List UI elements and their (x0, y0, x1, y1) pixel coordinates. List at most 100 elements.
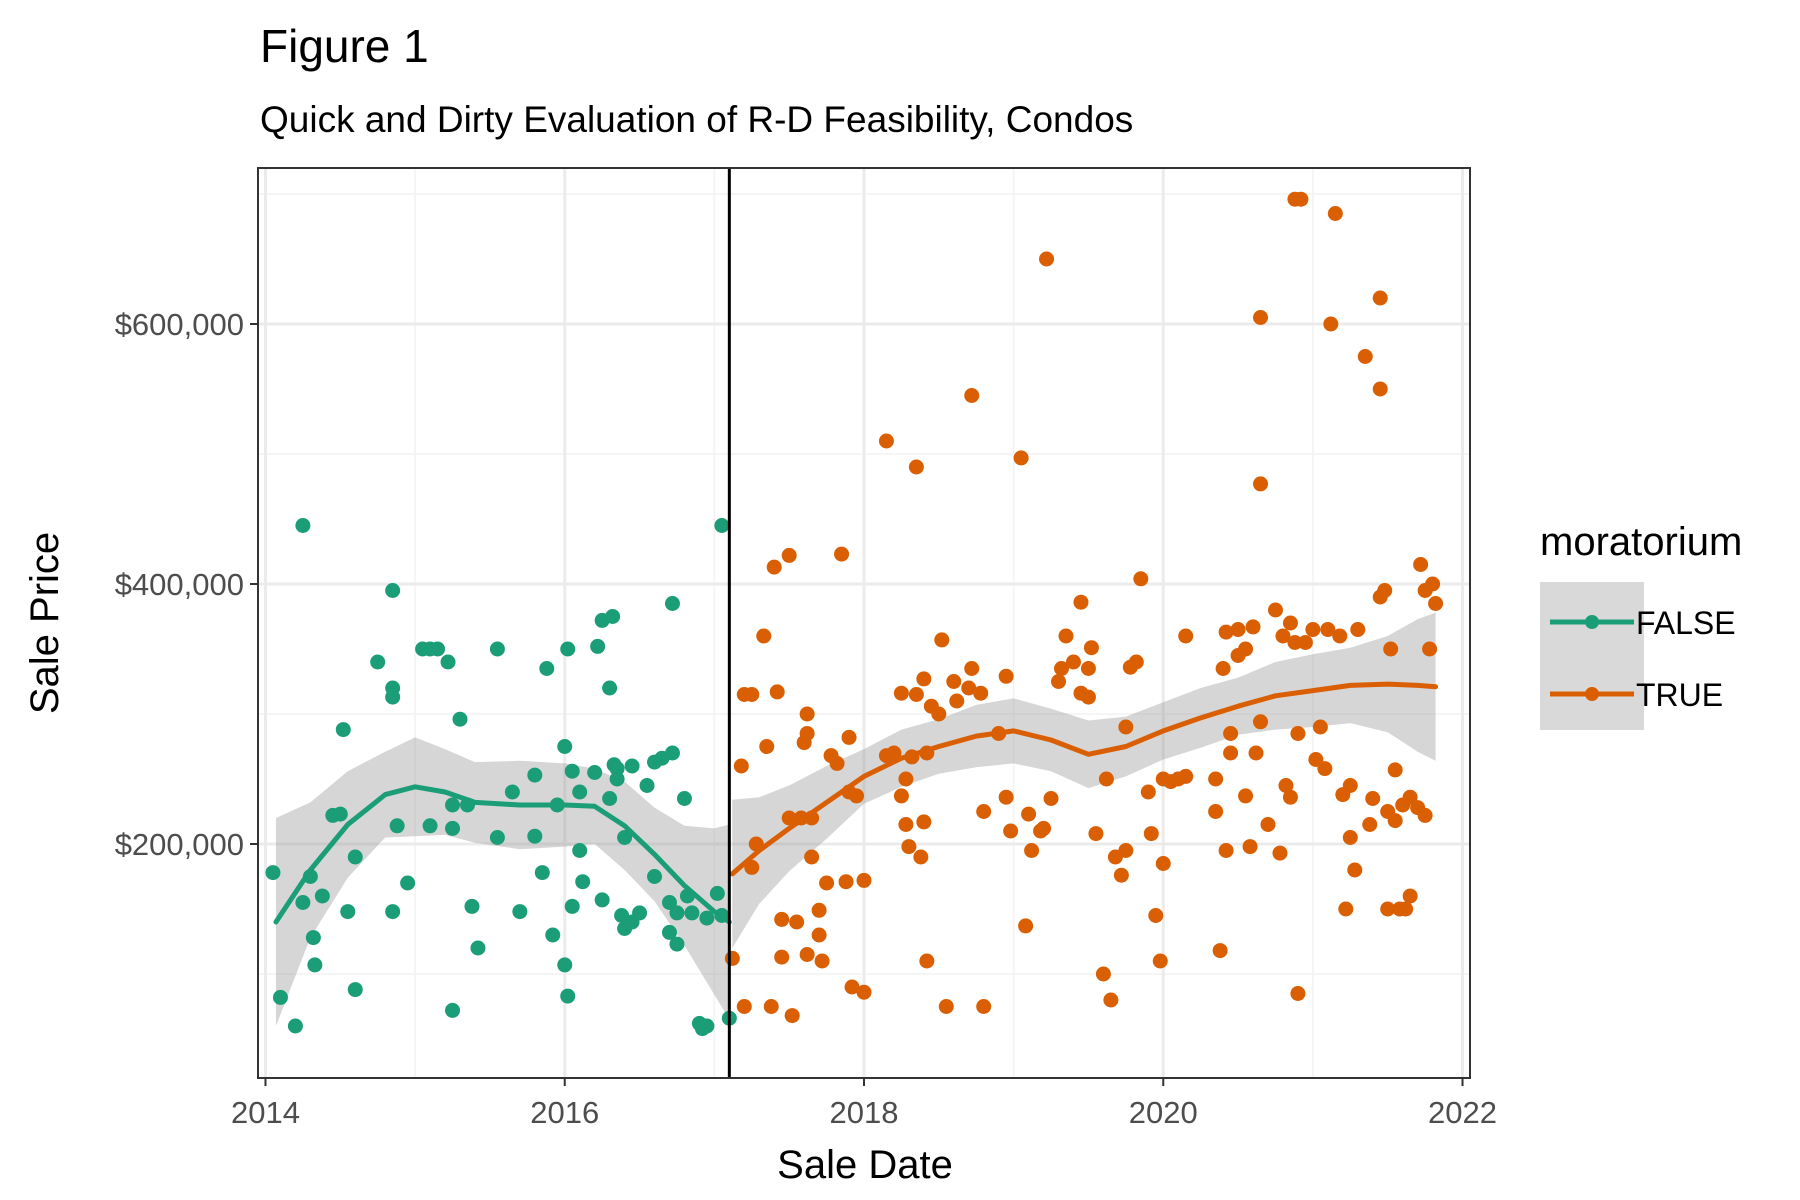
y-tick-label: $600,000 (115, 307, 244, 342)
point-true (829, 755, 845, 771)
point-true (1402, 888, 1418, 904)
point-true (1387, 813, 1403, 829)
legend-label-true: TRUE (1636, 677, 1723, 713)
point-true (841, 729, 857, 745)
point-true (1293, 191, 1309, 207)
point-true (1282, 789, 1298, 805)
point-false (714, 518, 730, 533)
point-true (893, 788, 909, 804)
point-false (370, 654, 386, 670)
point-false (632, 905, 648, 921)
point-true (1208, 804, 1224, 819)
point-false (287, 1018, 303, 1034)
point-true (1402, 789, 1418, 805)
point-true (919, 953, 935, 969)
point-false (639, 778, 655, 793)
point-false (340, 904, 356, 920)
point-true (1398, 901, 1414, 917)
point-true (908, 459, 924, 475)
point-true (913, 849, 929, 865)
point-true (1073, 594, 1089, 610)
point-true (1372, 290, 1388, 306)
point-false (602, 791, 618, 806)
point-true (964, 388, 980, 403)
point-false (527, 767, 543, 783)
point-true (1080, 689, 1096, 705)
x-tick-label: 2020 (1129, 1095, 1198, 1130)
point-true (1208, 771, 1224, 787)
point-true (1152, 953, 1168, 969)
point-false (400, 875, 416, 891)
point-false (272, 989, 288, 1005)
legend: moratorium FALSE TRUE (1540, 520, 1742, 730)
confidence-bands (275, 612, 1436, 1026)
point-true (961, 680, 977, 696)
point-true (1290, 726, 1306, 741)
point-true (916, 814, 932, 830)
point-true (1342, 778, 1358, 793)
point-false (314, 888, 330, 904)
point-false (609, 771, 625, 787)
point-true (1267, 602, 1283, 618)
point-false (560, 988, 576, 1004)
point-false (545, 927, 561, 943)
point-false (452, 711, 468, 727)
point-true (1272, 845, 1288, 861)
point-true (1245, 619, 1261, 635)
point-true (838, 874, 854, 890)
point-true (756, 628, 772, 644)
point-false (557, 739, 573, 754)
point-false (332, 806, 348, 822)
point-false (430, 641, 446, 657)
y-axis-ticks: $200,000 $400,000 $600,000 (115, 307, 258, 862)
point-false (539, 661, 555, 676)
point-false (385, 904, 401, 920)
point-false (489, 641, 505, 657)
point-true (1230, 622, 1246, 637)
point-true (849, 788, 865, 804)
point-false (676, 791, 692, 806)
point-true (1018, 918, 1034, 934)
point-false (575, 874, 591, 890)
point-true (789, 914, 805, 930)
point-true (949, 693, 965, 709)
point-true (769, 684, 785, 700)
point-true (774, 949, 790, 965)
point-true (799, 726, 815, 741)
point-true (799, 706, 815, 722)
point-false (504, 784, 520, 800)
point-true (1332, 628, 1348, 644)
point-true (733, 758, 749, 774)
point-true (1248, 745, 1264, 761)
point-true (1103, 992, 1119, 1008)
smooth-lines (273, 681, 1439, 925)
point-true (1238, 788, 1254, 804)
point-false (295, 895, 311, 910)
point-true (916, 671, 932, 687)
point-false (699, 1018, 715, 1034)
point-false (661, 895, 677, 910)
smooth-line-true (729, 681, 1439, 877)
chart-subtitle: Quick and Dirty Evaluation of R-D Feasib… (260, 99, 1133, 140)
point-true (1317, 761, 1333, 777)
point-true (1350, 622, 1366, 637)
point-false (594, 892, 610, 908)
x-tick-label: 2016 (530, 1095, 599, 1130)
point-false (669, 936, 685, 952)
point-true (1342, 830, 1358, 845)
legend-key-false-point (1585, 615, 1599, 629)
point-false (590, 638, 606, 654)
point-true (1327, 206, 1343, 221)
point-false (347, 982, 363, 998)
point-true (1218, 843, 1234, 858)
point-true (1054, 661, 1070, 676)
point-true (898, 817, 914, 832)
point-true (1095, 966, 1111, 982)
point-true (893, 685, 909, 701)
point-false (605, 609, 621, 624)
confidence-band-true (732, 612, 1436, 948)
point-false (609, 761, 625, 777)
grid-lines (258, 168, 1470, 1078)
point-true (934, 632, 950, 648)
